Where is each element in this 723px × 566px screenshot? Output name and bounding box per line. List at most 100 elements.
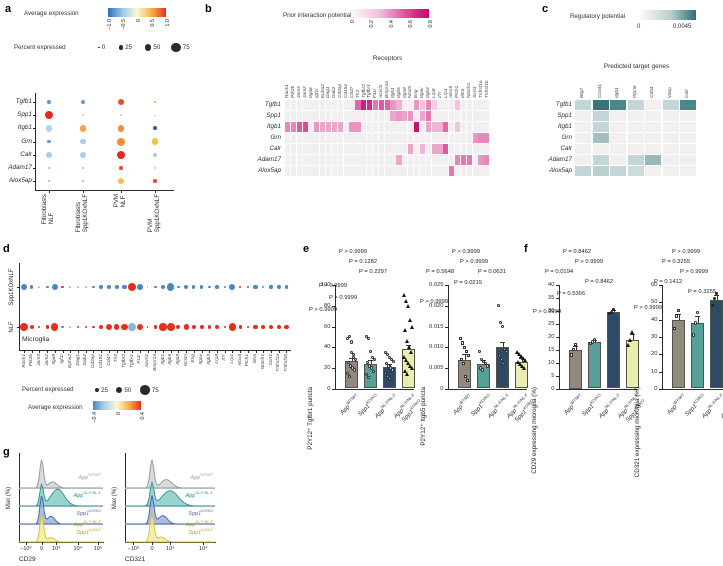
a-xtick (83, 190, 84, 193)
heat-cell (575, 100, 591, 110)
flow-curve (19, 513, 103, 543)
receptor-col-label: Epha2 (67, 354, 73, 368)
target-col-label: Btg2 (580, 88, 585, 98)
receptor-col-label: Tgfbr1 (367, 84, 373, 98)
flow-curve (125, 513, 215, 543)
expression-dot (45, 125, 53, 132)
expression-dot (184, 285, 189, 289)
heat-cell (454, 111, 461, 121)
flow-curve (125, 495, 215, 525)
data-point-open (500, 324, 504, 328)
data-point-open (345, 337, 349, 341)
panel-f-letter: f (524, 243, 528, 255)
g-x-tick-mark (97, 542, 99, 545)
panel-c-heatmap: Regulatory potential Predicted target ge… (540, 3, 723, 203)
error-bar-cap (349, 357, 354, 359)
expression-dot (114, 324, 120, 330)
data-point-open (693, 321, 697, 325)
data-point-open (571, 348, 575, 352)
heat-cell (320, 111, 326, 121)
expression-dot (80, 138, 86, 145)
heat-cell (431, 111, 437, 121)
expression-dot (121, 323, 128, 331)
heat-cell (610, 111, 626, 121)
expression-dot (246, 286, 249, 288)
heat-cell (419, 155, 425, 165)
expression-dot (69, 286, 72, 288)
heat-cell (437, 111, 443, 121)
expression-dot (69, 326, 72, 328)
heat-cell (413, 144, 420, 154)
heat-cell (296, 144, 302, 154)
a-plot-frame (35, 93, 174, 191)
heat-cell (627, 166, 644, 176)
error-bar-cap (368, 359, 373, 361)
heat-cell (484, 111, 490, 121)
d-xtick (271, 350, 272, 353)
heat-cell (454, 122, 461, 132)
heat-cell (320, 166, 326, 176)
heat-cell (296, 100, 302, 110)
heat-cell (302, 144, 308, 154)
data-point-triangle (516, 359, 520, 364)
p-value: P = 0.3255 (662, 259, 691, 265)
d-xtick (24, 350, 25, 353)
bar-chart-cd321-microglia: CD321 expressing microglia (%) 0 10 20 30 40 5… (632, 249, 723, 477)
y-tick-mark (556, 350, 559, 351)
g-x-tick-value: 10⁴ (73, 545, 83, 552)
data-point-open (459, 358, 463, 362)
bar (569, 350, 582, 389)
heat-cell (302, 100, 308, 110)
heat-cell (384, 100, 390, 110)
d-xtick (217, 350, 218, 353)
expression-dot (127, 322, 137, 332)
p-value: P = 0.8462 (585, 279, 614, 285)
d-xtick (132, 350, 133, 353)
heat-cell (378, 100, 384, 110)
heat-cell (314, 133, 320, 143)
heat-cell (349, 166, 355, 176)
y-tick-value: 40 (548, 282, 555, 288)
data-point-open (463, 374, 467, 378)
y-tick-mark (332, 368, 335, 369)
heat-cell (320, 100, 326, 110)
heat-cell (610, 166, 626, 176)
d-xtick (209, 350, 211, 353)
group-col-label: Fibroblasts Spp1KOxNLF (75, 194, 90, 233)
receptor-col-label: Itga8 (52, 354, 58, 365)
heat-cell (610, 100, 626, 110)
flow-curve-label: AppNL-F/NL-F Spp1KO/KO (185, 520, 213, 536)
heat-cell (285, 111, 291, 121)
heat-cell (343, 166, 349, 176)
d-xtick (247, 350, 249, 353)
y-tick-mark (445, 389, 448, 390)
receptor-col-label: Itgb1 (160, 354, 166, 365)
d-xtick (155, 350, 157, 353)
heat-cell (592, 144, 609, 154)
heat-cell (396, 155, 402, 165)
target-col-label: Vasp (667, 87, 673, 98)
heat-cell (431, 122, 437, 132)
heat-cell (645, 144, 661, 154)
g-x-tick-value: 10⁴ (199, 545, 208, 552)
g-plot-frame (19, 453, 104, 543)
heat-cell (285, 166, 291, 176)
expression-dot (79, 125, 87, 132)
y-tick-value: 20 (548, 334, 555, 340)
heat-cell (396, 111, 402, 121)
avg-colorbar-tick: −0.4 (91, 412, 98, 423)
heat-cell (337, 155, 343, 165)
expression-dot (82, 114, 84, 117)
heat-cell (472, 166, 478, 176)
heat-cell (367, 122, 373, 132)
heat-cell (645, 111, 661, 121)
flow-curve-label: AppNL-F/NL-F (73, 491, 101, 499)
data-point-open (461, 362, 465, 366)
data-point-open (496, 304, 500, 308)
group-col-label: PVM Spp1KOxNLF (147, 194, 162, 233)
expression-dot (79, 151, 87, 158)
receptor-col-label: Eng (414, 89, 420, 98)
data-point-triangle (515, 349, 519, 354)
heat-cell (402, 122, 408, 132)
expression-dot (38, 285, 41, 289)
